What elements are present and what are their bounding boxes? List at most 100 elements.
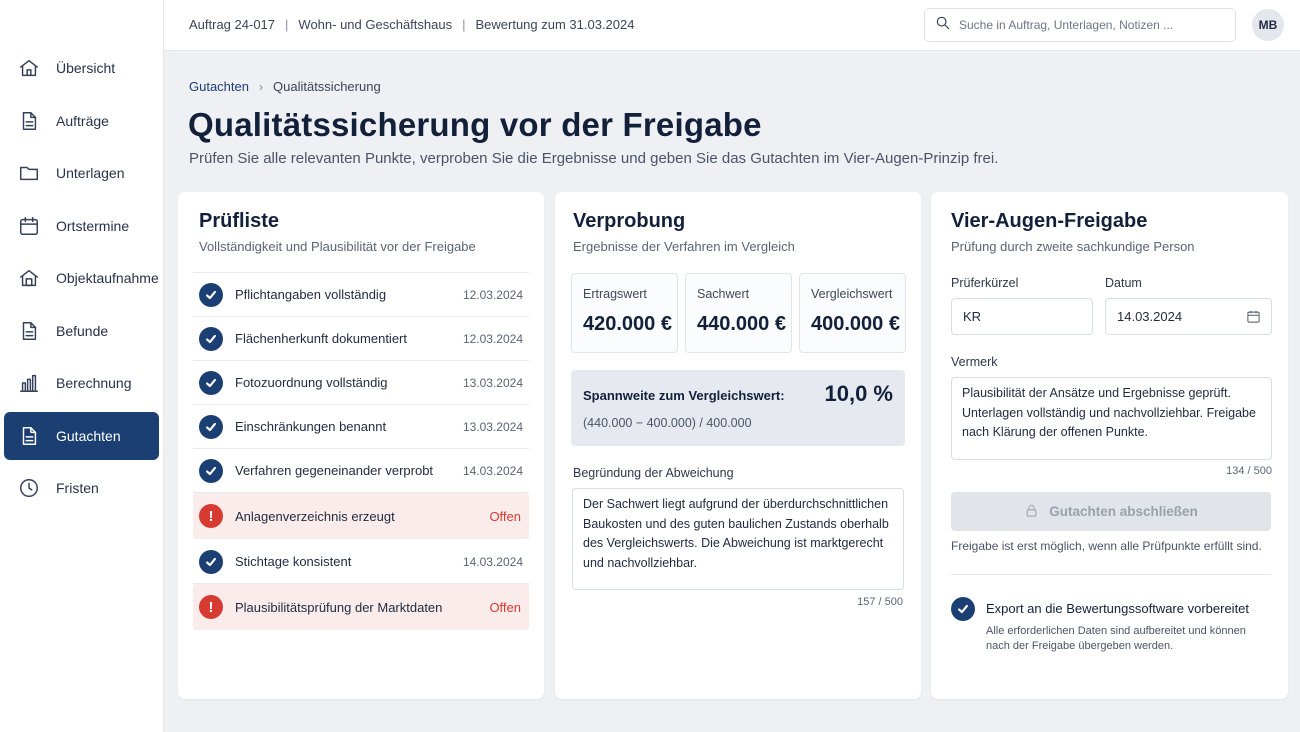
sidebar-item-uebersicht[interactable]: Übersicht <box>4 44 159 92</box>
sidebar-item-objektaufnahme[interactable]: Objektaufnahme <box>4 254 159 302</box>
value-tile-ertragswert: Ertragswert 420.000 € <box>571 273 678 353</box>
value-label: Ertragswert <box>583 287 647 301</box>
check-icon <box>951 597 975 621</box>
sidebar-item-fristen[interactable]: Fristen <box>4 464 159 512</box>
breadcrumb-link-gutachten[interactable]: Gutachten <box>189 79 249 94</box>
calendar-icon <box>18 215 40 237</box>
value-amount: 400.000 € <box>811 313 900 335</box>
release-hint: Freigabe ist erst möglich, wenn alle Prü… <box>951 539 1262 553</box>
checklist-item[interactable]: Stichtage konsistent 14.03.2024 <box>193 540 529 584</box>
finalize-button-label: Gutachten abschließen <box>1049 504 1198 519</box>
object-type: Wohn- und Geschäftshaus <box>298 17 453 32</box>
checklist: Pflichtangaben vollständig 12.03.2024 Fl… <box>193 272 529 631</box>
spread-label: Spannweite zum Vergleichswert: <box>583 388 785 403</box>
value-tile-sachwert: Sachwert 440.000 € <box>685 273 792 353</box>
checklist-item-open[interactable]: ! Plausibilitätsprüfung der Marktdaten O… <box>193 584 529 631</box>
search-box[interactable] <box>924 8 1236 42</box>
document-icon <box>18 425 40 447</box>
search-input[interactable] <box>959 18 1229 32</box>
separator: | <box>285 17 289 32</box>
spread-panel: Spannweite zum Vergleichswert: 10,0 % (4… <box>571 370 905 446</box>
sidebar-item-gutachten[interactable]: Gutachten <box>4 411 159 460</box>
sidebar: Übersicht Aufträge Unterlagen Ortstermin… <box>0 0 164 732</box>
reviewer-label: Prüferkürzel <box>951 276 1019 290</box>
value-amount: 420.000 € <box>583 313 672 335</box>
card-title: Vier-Augen-Freigabe <box>951 210 1148 232</box>
sidebar-item-label: Übersicht <box>56 60 116 76</box>
sidebar-item-auftraege[interactable]: Aufträge <box>4 97 159 145</box>
note-textarea[interactable]: Plausibilität der Ansätze und Ergebnisse… <box>951 377 1272 460</box>
checklist-item[interactable]: Pflichtangaben vollständig 12.03.2024 <box>193 273 529 317</box>
note-counter: 134 / 500 <box>1226 465 1272 477</box>
checklist-item-label: Flächenherkunft dokumentiert <box>235 331 407 346</box>
card-subtitle: Vollständigkeit und Plausibilität vor de… <box>199 239 476 254</box>
breadcrumb-current: Qualitätssicherung <box>273 79 381 94</box>
sidebar-item-label: Befunde <box>56 322 109 339</box>
order-number: Auftrag 24-017 <box>189 17 276 32</box>
warning-icon: ! <box>199 504 223 528</box>
sidebar-item-ortstermine[interactable]: Ortstermine <box>4 202 159 250</box>
reason-label: Begründung der Abweichung <box>573 466 734 480</box>
check-icon <box>199 458 223 483</box>
date-label: Datum <box>1105 276 1142 290</box>
avatar[interactable]: MB <box>1252 9 1284 41</box>
sidebar-item-unterlagen[interactable]: Unterlagen <box>4 149 159 197</box>
house-icon <box>18 267 40 289</box>
value-label: Vergleichswert <box>811 287 893 301</box>
check-icon <box>199 282 223 307</box>
checklist-item-label: Verfahren gegeneinander verprobt <box>235 463 434 478</box>
date-field[interactable]: 14.03.2024 <box>1105 298 1272 335</box>
sidebar-item-label: Objektaufnahme <box>56 270 159 286</box>
page-title: Qualitätssicherung vor der Freigabe <box>188 106 762 143</box>
document-icon <box>18 320 40 342</box>
checklist-item-label: Fotozuordnung vollständig <box>235 375 388 390</box>
check-icon <box>199 414 223 439</box>
card-subtitle: Prüfung durch zweite sachkundige Person <box>951 239 1195 254</box>
sidebar-item-berechnung[interactable]: Berechnung <box>4 359 159 407</box>
check-icon <box>199 549 223 574</box>
checklist-item[interactable]: Verfahren gegeneinander verprobt 14.03.2… <box>193 449 529 493</box>
home-icon <box>18 57 40 79</box>
folder-icon <box>18 162 40 184</box>
document-icon <box>18 110 40 132</box>
context-bar: Auftrag 24-017 | Wohn- und Geschäftshaus… <box>189 17 634 32</box>
date-value: 14.03.2024 <box>1117 309 1183 324</box>
checklist-item-label: Stichtage konsistent <box>235 554 352 569</box>
checklist-item[interactable]: Einschränkungen benannt 13.03.2024 <box>193 405 529 449</box>
check-icon <box>199 370 223 395</box>
calendar-icon[interactable] <box>1246 309 1261 327</box>
reason-counter: 157 / 500 <box>857 596 903 608</box>
checklist-item-date: 12.03.2024 <box>462 287 523 302</box>
freigabe-card: Vier-Augen-Freigabe Prüfung durch zweite… <box>931 192 1288 699</box>
checklist-item[interactable]: Fotozuordnung vollständig 13.03.2024 <box>193 361 529 405</box>
sidebar-item-label: Berechnung <box>56 375 132 391</box>
checklist-item-status: Offen <box>489 599 521 615</box>
card-title: Prüfliste <box>199 210 280 232</box>
finalize-button[interactable]: Gutachten abschließen <box>951 492 1271 531</box>
verprobung-card: Verprobung Ergebnisse der Verfahren im V… <box>555 192 921 699</box>
breadcrumb: Gutachten › Qualitätssicherung <box>189 79 381 94</box>
checklist-item-label: Anlagenverzeichnis erzeugt <box>235 508 395 524</box>
checklist-item-date: 13.03.2024 <box>462 419 523 434</box>
top-bar: Auftrag 24-017 | Wohn- und Geschäftshaus… <box>164 0 1300 51</box>
checklist-item-open[interactable]: ! Anlagenverzeichnis erzeugt Offen <box>193 493 529 540</box>
value-amount: 440.000 € <box>697 313 786 335</box>
reviewer-field[interactable]: KR <box>951 298 1093 335</box>
check-icon <box>199 326 223 351</box>
search-icon <box>935 15 951 36</box>
sidebar-item-befunde[interactable]: Befunde <box>4 307 159 355</box>
page-subtitle: Prüfen Sie alle relevanten Punkte, verpr… <box>189 150 999 167</box>
lock-icon <box>1024 503 1039 521</box>
value-label: Sachwert <box>697 287 750 301</box>
export-title: Export an die Bewertungssoftware vorbere… <box>986 601 1250 616</box>
separator: | <box>462 17 466 32</box>
sidebar-item-label: Ortstermine <box>56 217 130 234</box>
export-text: Alle erforderlichen Daten sind aufbereit… <box>986 625 1246 652</box>
reason-textarea[interactable]: Der Sachwert liegt aufgrund der überdurc… <box>572 488 904 590</box>
checklist-item-label: Einschränkungen benannt <box>235 419 387 434</box>
checklist-item-label: Plausibilitätsprüfung der Marktdaten <box>235 599 443 615</box>
checklist-item-date: 13.03.2024 <box>462 375 523 390</box>
sidebar-item-label: Gutachten <box>56 427 121 444</box>
sidebar-item-label: Unterlagen <box>56 165 125 181</box>
checklist-item[interactable]: Flächenherkunft dokumentiert 12.03.2024 <box>193 317 529 361</box>
